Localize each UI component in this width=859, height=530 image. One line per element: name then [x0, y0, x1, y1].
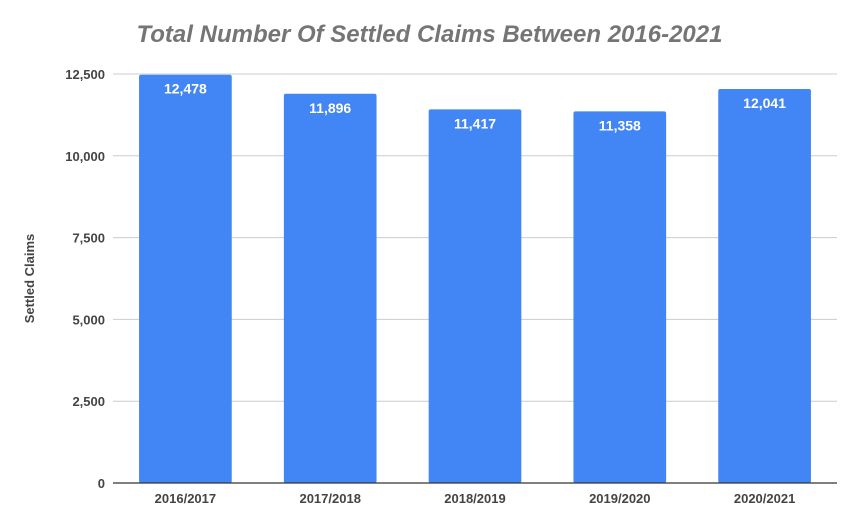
bar-data-label: 12,041 — [743, 95, 786, 111]
x-tick-label: 2017/2018 — [299, 491, 360, 506]
labels: 0 2,500 5,000 7,500 10,000 12,500 12,478 2016/2… — [65, 67, 795, 506]
bar-2018-2019 — [428, 109, 522, 483]
bar-data-label: 12,478 — [164, 81, 207, 97]
y-tick-label: 5,000 — [72, 312, 105, 327]
bar-2020-2021 — [718, 89, 811, 483]
bar-data-label: 11,417 — [454, 115, 496, 131]
y-axis-title: Settled Claims — [22, 234, 37, 324]
x-tick-label: 2019/2020 — [589, 491, 650, 506]
y-tick-label: 0 — [98, 476, 105, 491]
bar-data-label: 11,896 — [309, 100, 351, 116]
x-tick-label: 2016/2017 — [155, 491, 216, 506]
y-tick-label: 7,500 — [72, 231, 105, 246]
bar-2017-2018 — [283, 93, 377, 483]
x-tick-label: 2018/2019 — [444, 491, 505, 506]
bars — [139, 74, 811, 483]
y-tick-label: 12,500 — [65, 67, 105, 82]
y-tick-label: 2,500 — [72, 394, 105, 409]
bar-data-label: 11,358 — [599, 117, 641, 133]
x-tick-label: 2020/2021 — [734, 491, 795, 506]
chart-title: Total Number Of Settled Claims Between 2… — [136, 21, 723, 48]
y-tick-label: 10,000 — [65, 149, 105, 164]
bar-2016-2017 — [139, 74, 232, 483]
bar-2019-2020 — [573, 111, 667, 483]
